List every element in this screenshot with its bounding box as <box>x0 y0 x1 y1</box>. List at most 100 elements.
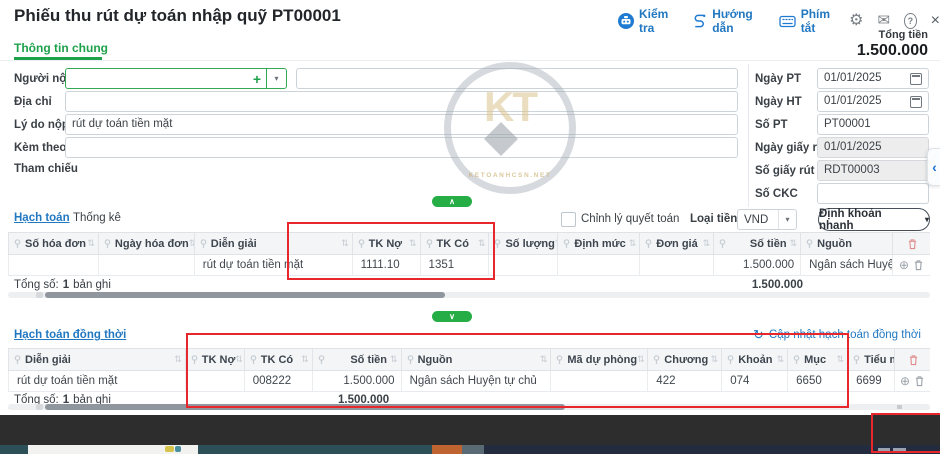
sort-icon[interactable]: ⇅ <box>555 238 558 249</box>
column-header[interactable]: Đơn giá ⇅ <box>640 233 715 254</box>
pin-icon[interactable] <box>792 354 801 365</box>
cell-credit-account[interactable]: 1351 <box>421 255 490 275</box>
simultaneous-title[interactable]: Hạch toán đồng thời <box>14 329 127 341</box>
adjustment-checkbox[interactable] <box>561 212 576 227</box>
sort-icon[interactable]: ⇅ <box>235 354 243 364</box>
attachment-input[interactable] <box>65 137 738 158</box>
cell-reserve-code[interactable] <box>551 371 649 391</box>
close-icon[interactable]: × <box>930 12 940 29</box>
column-header[interactable]: Diễn giải ⇅ <box>194 233 353 254</box>
sort-icon[interactable]: ⇅ <box>341 238 349 248</box>
column-header[interactable]: Số tiền ⇅ <box>714 233 802 254</box>
collapse-section-button[interactable]: ∨ <box>432 311 472 322</box>
add-row-icon[interactable]: ⊕ <box>899 374 911 388</box>
side-panel-toggle[interactable]: ‹ <box>927 148 940 186</box>
help-icon[interactable]: ? <box>904 13 917 29</box>
collapse-form-button[interactable]: ∧ <box>432 196 472 207</box>
column-header[interactable]: TK Có ⇅ <box>244 349 313 370</box>
sort-icon[interactable]: ⇅ <box>539 354 548 364</box>
pin-icon[interactable] <box>199 238 208 249</box>
horizontal-scrollbar[interactable] <box>8 292 930 298</box>
pin-icon[interactable] <box>562 238 571 249</box>
sort-icon[interactable]: ⇅ <box>710 354 719 364</box>
cell-amount[interactable]: 1.500.000 <box>714 255 802 275</box>
cell-description[interactable]: rút dự toán tiền mặt <box>9 371 186 391</box>
pin-icon[interactable] <box>249 354 258 365</box>
tab-general-info[interactable]: Thông tin chung <box>14 41 108 55</box>
scrollbar-thumb[interactable] <box>45 292 445 298</box>
pin-icon[interactable] <box>644 238 653 249</box>
add-row-icon[interactable]: ⊕ <box>899 258 910 272</box>
column-header[interactable]: Chương ⇅ <box>648 349 723 370</box>
column-header[interactable]: Diễn giải ⇅ <box>9 349 186 370</box>
column-header[interactable]: Định mức ⇅ <box>558 233 641 254</box>
add-payer-icon[interactable]: + <box>252 70 261 87</box>
horizontal-scrollbar[interactable] <box>8 404 930 410</box>
column-header[interactable]: Ngày hóa đơn⇅ <box>98 233 195 254</box>
trash-icon[interactable] <box>913 259 924 271</box>
shortcuts-button[interactable]: Phím tắt <box>779 7 831 35</box>
calendar-icon[interactable] <box>910 95 922 108</box>
payer-combo[interactable]: + ▾ <box>65 68 287 89</box>
quick-entry-button[interactable]: Định khoản nhanh ▾ <box>818 207 930 232</box>
pin-icon[interactable] <box>726 354 735 365</box>
cell-amount[interactable]: 1.500.000 <box>313 371 402 391</box>
column-header[interactable]: Số hóa đơn ⇅ <box>9 233 99 254</box>
column-header[interactable]: TK Có ⇅ <box>420 233 490 254</box>
column-header[interactable]: Số lượng⇅ <box>489 233 559 254</box>
column-header[interactable]: TK Nợ ⇅ <box>352 233 421 254</box>
cell-item[interactable]: 6650 <box>788 371 849 391</box>
accounting-table-row[interactable]: rút dự toán tiền mặt 1111.10 1351 1.500.… <box>8 255 930 276</box>
receipt-no-input[interactable]: PT00001 <box>817 114 929 135</box>
pin-icon[interactable] <box>852 354 861 365</box>
sort-icon[interactable]: ⇅ <box>189 238 194 249</box>
sort-icon[interactable]: ⇅ <box>789 238 798 248</box>
column-header[interactable]: Mục ⇅ <box>788 349 849 370</box>
pin-icon[interactable] <box>493 238 502 249</box>
sort-icon[interactable]: ⇅ <box>409 238 417 248</box>
currency-select[interactable]: VND ▾ <box>737 209 797 230</box>
check-button[interactable]: Kiểm tra <box>618 7 670 35</box>
pin-icon[interactable] <box>652 354 661 365</box>
payer-dropdown-icon[interactable]: ▾ <box>266 69 286 88</box>
sort-icon[interactable]: ⇅ <box>174 354 182 364</box>
address-input[interactable] <box>65 91 738 112</box>
pin-icon[interactable] <box>103 238 112 249</box>
delete-column-header[interactable] <box>893 233 930 254</box>
pin-icon[interactable] <box>406 354 415 365</box>
delete-column-header[interactable] <box>895 349 930 370</box>
pin-icon[interactable] <box>317 354 326 365</box>
scrollbar-thumb[interactable] <box>45 404 565 410</box>
cell-debit-account[interactable] <box>186 371 245 391</box>
receipt-date-input[interactable]: 01/01/2025 <box>817 68 929 89</box>
guide-button[interactable]: Hướng dẫn <box>692 7 756 35</box>
cell-source[interactable]: Ngân sách Huyện tự chủ <box>801 255 894 275</box>
column-header[interactable]: Nguồn ⇅ <box>401 349 552 370</box>
sort-icon[interactable]: ⇅ <box>637 354 645 364</box>
cell-debit-account[interactable]: 1111.10 <box>353 255 421 275</box>
ckc-no-input[interactable] <box>817 183 929 204</box>
column-header[interactable]: Mã dự phòng ⇅ <box>551 349 649 370</box>
column-header[interactable]: Nguồn <box>801 233 894 254</box>
column-header[interactable]: Tiểu mục <box>848 349 896 370</box>
cell-credit-account[interactable]: 008222 <box>245 371 313 391</box>
sort-icon[interactable]: ⇅ <box>301 354 309 364</box>
tab-statistics[interactable]: Thống kê <box>73 212 121 224</box>
sort-icon[interactable]: ⇅ <box>390 354 398 364</box>
gear-icon[interactable]: ⚙ <box>849 12 864 29</box>
cell-sub-item[interactable]: 6699 <box>848 371 896 391</box>
pin-icon[interactable] <box>13 354 22 365</box>
mail-icon[interactable]: ✉ <box>877 12 891 29</box>
calendar-icon[interactable] <box>910 72 922 85</box>
pin-icon[interactable] <box>718 238 727 249</box>
cell-description[interactable]: rút dự toán tiền mặt <box>195 255 353 275</box>
trash-icon[interactable] <box>914 375 925 387</box>
sort-icon[interactable]: ⇅ <box>87 238 95 248</box>
reason-input[interactable]: rút dự toán tiền mặt <box>65 114 738 135</box>
cell-clause[interactable]: 074 <box>722 371 789 391</box>
sort-icon[interactable]: ⇅ <box>477 238 486 248</box>
sort-icon[interactable]: ⇅ <box>702 238 711 248</box>
sort-icon[interactable]: ⇅ <box>628 238 637 248</box>
simultaneous-table-row[interactable]: rút dự toán tiền mặt 008222 1.500.000 Ng… <box>8 371 930 392</box>
column-header[interactable]: Số tiền ⇅ <box>312 349 402 370</box>
